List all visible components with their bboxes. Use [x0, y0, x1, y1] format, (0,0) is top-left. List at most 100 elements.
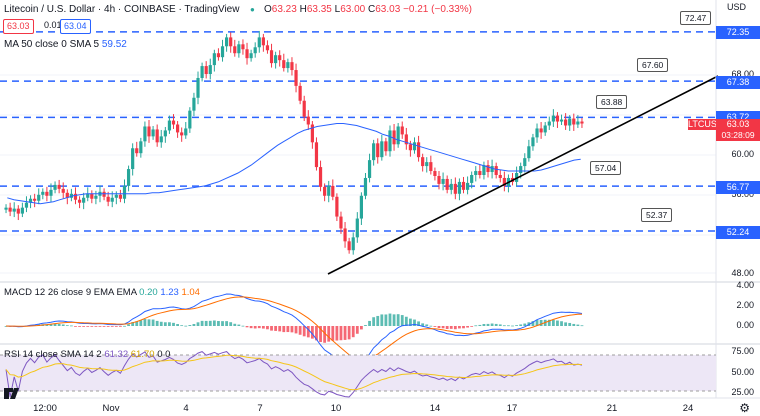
time-tick: 21	[606, 403, 618, 414]
macd-histogram-bar	[396, 314, 400, 326]
macd-histogram-bar	[57, 323, 61, 326]
candle-body	[278, 55, 282, 61]
candle-body	[200, 66, 204, 78]
candle-body	[33, 198, 37, 201]
macd-histogram-bar	[551, 319, 555, 326]
macd-histogram-bar	[433, 326, 437, 327]
candle-body	[4, 207, 8, 210]
candle-body	[253, 47, 257, 54]
candle-body	[261, 37, 265, 46]
candle-series	[4, 30, 584, 255]
macd-histogram-bar	[359, 326, 363, 330]
time-tick: 10	[330, 403, 342, 414]
macd-histogram-bar	[123, 325, 126, 327]
candle-body	[457, 181, 462, 194]
macd-histogram-bar	[413, 319, 416, 326]
macd-histogram-bar	[425, 324, 429, 326]
level-callout[interactable]: 67.60	[637, 58, 669, 72]
candle-body	[433, 171, 437, 176]
bid-chip[interactable]: 63.03	[3, 19, 34, 34]
candle-body	[118, 194, 123, 199]
macd-histogram-bar	[286, 326, 290, 333]
macd-tick: 2.00	[736, 300, 754, 310]
level-callout[interactable]: 57.04	[590, 161, 622, 175]
macd-histogram-bar	[302, 326, 306, 337]
candle-body	[482, 165, 486, 175]
macd-histogram-bar	[298, 326, 302, 335]
candle-body	[37, 194, 41, 201]
macd-histogram-bar	[531, 321, 535, 326]
macd-histogram-bar	[568, 322, 572, 326]
macd-histogram-bar	[458, 326, 461, 329]
macd-histogram-bar	[176, 324, 179, 326]
macd-histogram-bar	[237, 324, 241, 326]
macd-histogram-bar	[82, 326, 86, 327]
candle-body	[245, 49, 249, 59]
trendline[interactable]	[327, 75, 719, 275]
macd-histogram-bar	[168, 322, 171, 326]
macd-histogram-bar	[208, 320, 212, 326]
candle-body	[180, 132, 184, 136]
ask-chip[interactable]: 63.04	[60, 19, 91, 34]
macd-histogram-bar	[323, 326, 327, 343]
candle-body	[188, 110, 192, 129]
candle-body	[73, 193, 78, 200]
macd-histogram-bar	[229, 322, 233, 326]
candle-body	[151, 129, 155, 137]
macd-histogram-bar	[114, 326, 118, 327]
candle-body	[576, 121, 580, 125]
candle-body	[441, 178, 445, 184]
candle-body	[286, 62, 290, 69]
macd-histogram-bar	[119, 326, 122, 327]
macd-histogram-bar	[188, 325, 192, 326]
spread-value: 0.01	[44, 20, 62, 30]
candle-body	[233, 46, 237, 54]
candle-body	[20, 207, 24, 214]
macd-histogram-bar	[147, 319, 151, 326]
macd-histogram-bar	[564, 322, 568, 326]
macd-histogram-bar	[372, 317, 376, 326]
level-callout[interactable]: 52.37	[641, 208, 673, 222]
macd-histogram-bar	[155, 320, 159, 326]
macd-histogram-bar	[343, 326, 347, 340]
macd-histogram-bar	[384, 314, 388, 326]
level-callout[interactable]: 72.47	[680, 11, 712, 25]
candle-body	[310, 124, 314, 143]
candle-body	[437, 175, 441, 184]
ma-indicator-label: MA 50 close 0 SMA 5 59.52	[4, 39, 127, 50]
candle-body	[167, 120, 172, 131]
macd-histogram-bar	[351, 326, 355, 338]
macd-histogram-bar	[409, 318, 412, 326]
tradingview-logo-icon[interactable]	[4, 388, 19, 399]
candle-body	[339, 216, 343, 229]
candle-body	[314, 142, 319, 168]
macd-histogram-bar	[310, 326, 314, 339]
macd-histogram-bar	[498, 324, 502, 326]
candle-body	[363, 177, 368, 196]
candle-body	[77, 199, 82, 203]
macd-histogram-bar	[502, 325, 506, 327]
macd-histogram-bar	[380, 314, 384, 326]
macd-histogram-bar	[519, 324, 523, 326]
candle-body	[359, 195, 363, 219]
level-price-label: 72.35	[716, 26, 760, 39]
macd-histogram-bar	[319, 326, 322, 343]
level-price-label: 52.24	[716, 226, 760, 239]
macd-histogram-bar	[143, 319, 147, 326]
macd-histogram-bar	[445, 326, 449, 329]
candle-body	[568, 118, 572, 126]
candle-body	[572, 118, 576, 125]
candle-body	[551, 115, 555, 122]
macd-histogram-bar	[400, 315, 404, 326]
macd-histogram-bar	[184, 325, 188, 327]
rsi-label: RSI 14 close SMA 14 2 61.32 61.70 0 0	[4, 349, 171, 360]
macd-tick: 0.00	[736, 320, 754, 330]
macd-histogram-bar	[78, 326, 81, 327]
macd-histogram-bar	[290, 326, 294, 333]
candle-body	[425, 162, 429, 167]
level-callout[interactable]: 63.88	[596, 95, 628, 109]
candle-body	[376, 143, 380, 158]
settings-gear-icon[interactable]: ⚙	[739, 401, 750, 415]
candle-body	[523, 158, 527, 167]
